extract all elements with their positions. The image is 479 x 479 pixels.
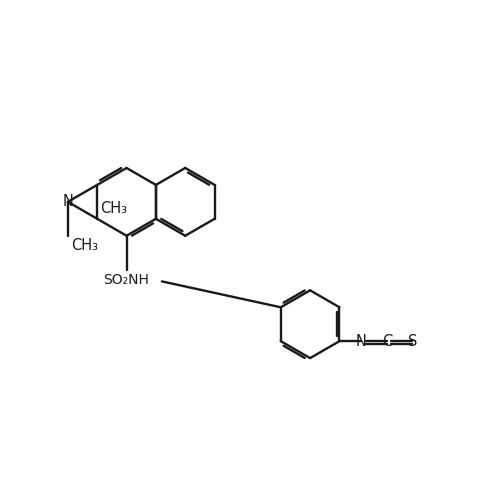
Text: CH₃: CH₃ [101, 202, 127, 217]
Text: S: S [408, 334, 417, 349]
Text: N: N [62, 194, 73, 209]
Text: CH₃: CH₃ [71, 238, 98, 253]
Text: N: N [356, 334, 367, 349]
Text: SO₂NH: SO₂NH [103, 274, 149, 287]
Text: C: C [382, 334, 392, 349]
